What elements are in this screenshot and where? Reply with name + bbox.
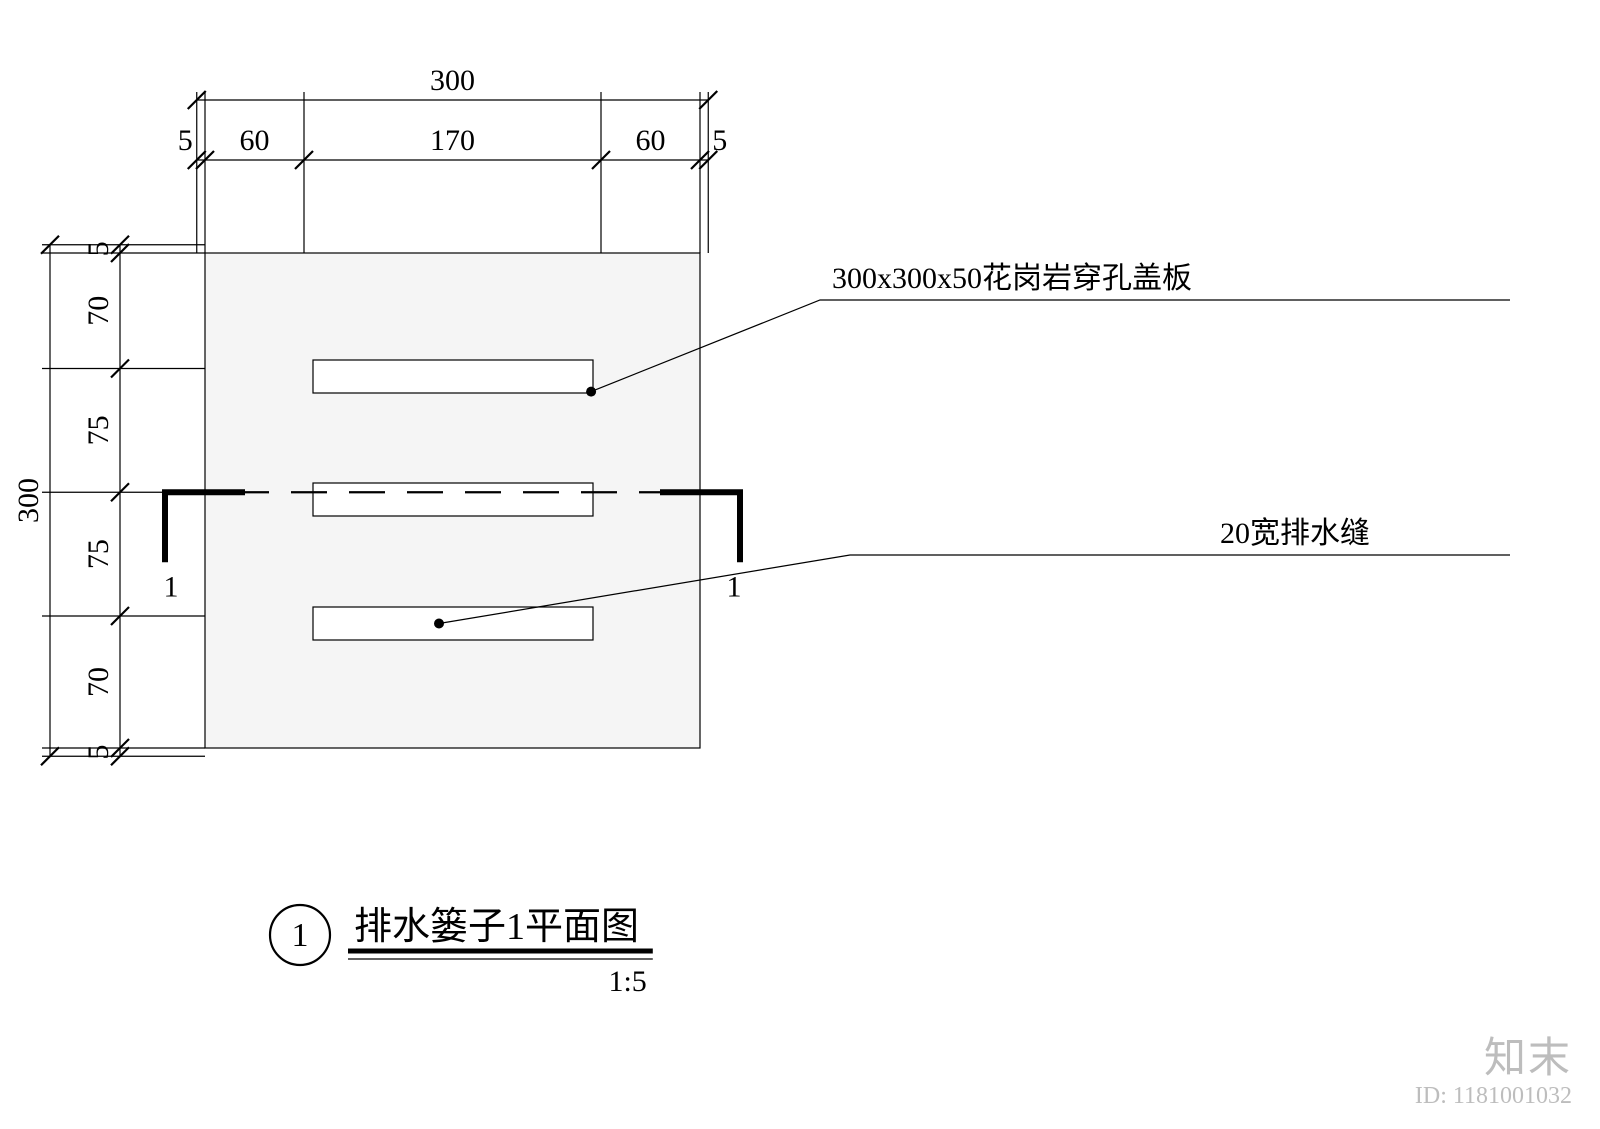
- section-label-left: 1: [164, 570, 179, 603]
- dim-top-overall: 300: [430, 64, 475, 97]
- drain-slot: [313, 483, 593, 516]
- annotation-cover-plate: 300x300x50花岗岩穿孔盖板: [832, 262, 1192, 295]
- watermark-id: ID: 1181001032: [1415, 1083, 1572, 1111]
- drain-slot: [313, 607, 593, 640]
- dim-left-seg: 70: [82, 667, 115, 697]
- dim-left-seg: 5: [82, 745, 115, 760]
- dim-top-seg: 60: [240, 124, 270, 157]
- dim-left-seg: 5: [82, 241, 115, 256]
- drain-slot: [313, 360, 593, 393]
- watermark: 知末 ID: 1181001032: [1415, 1035, 1572, 1111]
- dim-left-seg: 70: [82, 296, 115, 326]
- title-number: 1: [292, 917, 309, 954]
- annotation-drain-slot: 20宽排水缝: [1220, 517, 1370, 550]
- watermark-brand: 知末: [1415, 1035, 1572, 1083]
- engineering-drawing: 300 5 60 170 60 5 300 5 70 75 75 70 5 1 1 300x300x50花岗岩…: [0, 0, 1600, 1129]
- dim-top-seg: 170: [430, 124, 475, 157]
- dim-top-seg: 5: [712, 124, 727, 157]
- drawing-title: 排水篓子1平面图: [354, 906, 639, 948]
- dim-left-seg: 75: [82, 539, 115, 569]
- drawing-scale: 1:5: [608, 965, 646, 998]
- dim-left-seg: 75: [82, 415, 115, 445]
- leader-line: [591, 300, 1510, 392]
- dim-top-seg: 5: [178, 124, 193, 157]
- dim-left-overall: 300: [12, 478, 45, 523]
- dim-top-seg: 60: [636, 124, 666, 157]
